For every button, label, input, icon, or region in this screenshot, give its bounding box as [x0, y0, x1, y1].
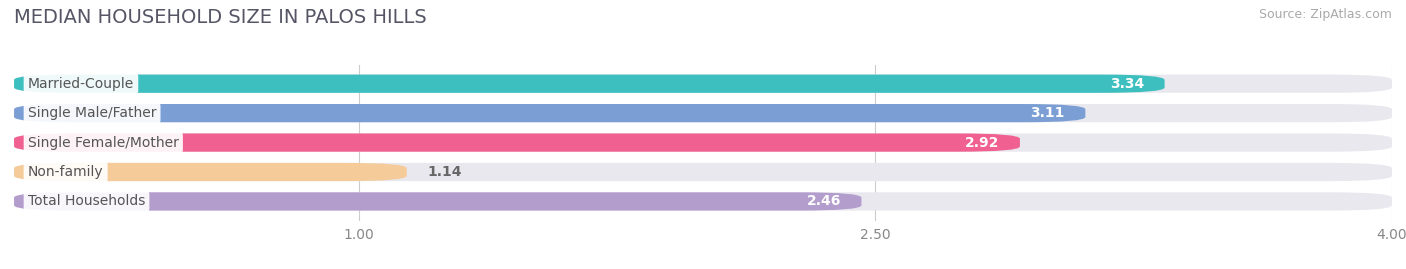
Text: 3.34: 3.34 — [1109, 77, 1144, 91]
FancyBboxPatch shape — [14, 192, 862, 211]
FancyBboxPatch shape — [14, 163, 1392, 181]
Text: Non-family: Non-family — [28, 165, 104, 179]
Text: Single Male/Father: Single Male/Father — [28, 106, 156, 120]
FancyBboxPatch shape — [14, 75, 1164, 93]
Text: Total Households: Total Households — [28, 194, 145, 208]
Text: Married-Couple: Married-Couple — [28, 77, 134, 91]
FancyBboxPatch shape — [14, 133, 1392, 152]
FancyBboxPatch shape — [14, 104, 1392, 122]
FancyBboxPatch shape — [14, 75, 1392, 93]
Text: Single Female/Mother: Single Female/Mother — [28, 136, 179, 150]
FancyBboxPatch shape — [14, 163, 406, 181]
FancyBboxPatch shape — [14, 192, 1392, 211]
Text: 1.14: 1.14 — [427, 165, 463, 179]
Text: 3.11: 3.11 — [1031, 106, 1064, 120]
Text: MEDIAN HOUSEHOLD SIZE IN PALOS HILLS: MEDIAN HOUSEHOLD SIZE IN PALOS HILLS — [14, 8, 427, 27]
Text: 2.46: 2.46 — [807, 194, 841, 208]
FancyBboxPatch shape — [14, 104, 1085, 122]
FancyBboxPatch shape — [14, 133, 1019, 152]
Text: Source: ZipAtlas.com: Source: ZipAtlas.com — [1258, 8, 1392, 21]
Text: 2.92: 2.92 — [965, 136, 1000, 150]
